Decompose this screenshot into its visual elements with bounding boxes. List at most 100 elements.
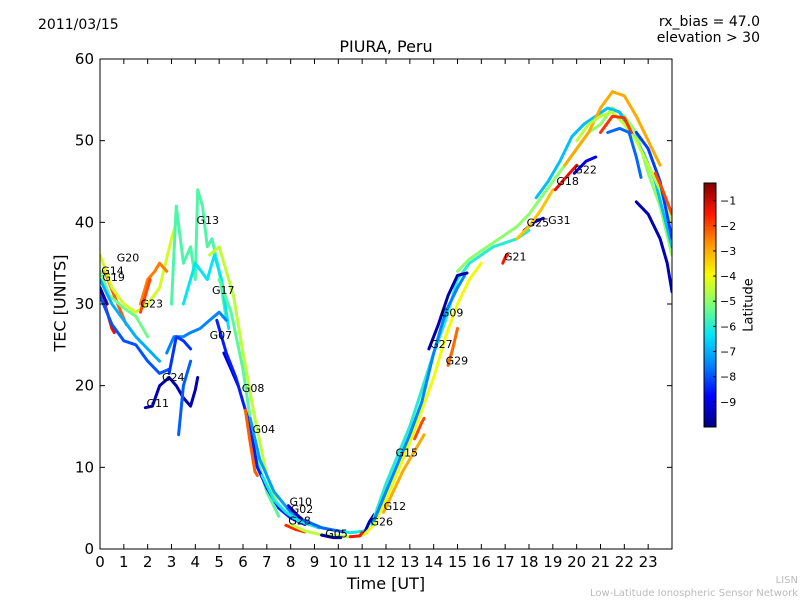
satellite-label: G27: [430, 338, 453, 351]
x-tick-label: 16: [472, 553, 491, 571]
colorbar-tick-label: −3: [720, 245, 736, 258]
y-tick-label: 40: [75, 213, 94, 231]
tec-track: [515, 188, 555, 241]
tec-track: [100, 278, 162, 363]
x-axis: 0 1 2 3 4 5 6 7 8 9 10 11 12 13 14 15 16 17 18 19 20 21 22 23: [95, 59, 658, 571]
colorbar-tick-label: −1: [720, 195, 736, 208]
satellite-label: G13: [197, 214, 220, 227]
tec-track: [372, 273, 467, 522]
satellite-label: G15: [396, 447, 419, 460]
x-tick-label: 23: [639, 553, 658, 571]
data-series-layer: [100, 90, 672, 540]
x-tick-label: 5: [214, 553, 224, 571]
satellite-label: G10: [290, 496, 313, 509]
colorbar-tick-label: −7: [720, 346, 736, 359]
plot-frame: [99, 58, 673, 550]
satellite-label: G02: [291, 503, 314, 516]
tec-track: [139, 261, 169, 306]
x-tick-label: 11: [353, 553, 372, 571]
x-axis-label: Time [UT]: [346, 574, 426, 593]
x-tick-label: 21: [591, 553, 610, 571]
tec-track: [100, 269, 150, 339]
x-tick-label: 15: [448, 553, 467, 571]
satellite-label: G22: [574, 163, 597, 176]
y-tick-label: 30: [75, 295, 94, 313]
colorbar-tick-label: −8: [720, 371, 736, 384]
y-axis: 0 10 20 30 40 50 60: [75, 50, 672, 558]
tec-track: [553, 163, 579, 192]
tec-track: [382, 433, 426, 514]
satellite-label: G09: [441, 306, 464, 319]
satellite-label: G18: [556, 175, 579, 188]
satellite-label: G05: [325, 528, 348, 541]
colorbar-tick-label: −9: [720, 396, 736, 409]
y-tick-label: 20: [75, 377, 94, 395]
x-tick-label: 8: [286, 553, 296, 571]
x-tick-label: 3: [167, 553, 177, 571]
x-tick-label: 13: [400, 553, 419, 571]
tec-track: [634, 200, 672, 294]
tec-track: [563, 90, 662, 167]
x-tick-label: 18: [519, 553, 538, 571]
tec-track: [348, 531, 364, 539]
satellite-label: G23: [141, 297, 164, 310]
satellite-label: G24: [162, 371, 185, 384]
tec-track: [606, 126, 643, 179]
y-tick-label: 60: [75, 50, 94, 68]
satellite-label: G07: [210, 329, 233, 342]
y-tick-label: 50: [75, 132, 94, 150]
satellite-label: G26: [371, 515, 394, 528]
x-tick-label: 12: [376, 553, 395, 571]
rx-bias-label: rx_bias = 47.0: [658, 14, 760, 30]
x-tick-label: 17: [496, 553, 515, 571]
elevation-label: elevation > 30: [656, 30, 760, 46]
tec-track: [456, 106, 672, 273]
satellite-label: G08: [242, 382, 265, 395]
x-tick-label: 2: [143, 553, 153, 571]
y-tick-label: 0: [84, 540, 94, 558]
x-tick-label: 9: [310, 553, 320, 571]
tec-track: [363, 261, 483, 536]
colorbar-label: Latitude: [741, 278, 757, 332]
x-tick-label: 1: [119, 553, 129, 571]
satellite-label: G17: [212, 284, 235, 297]
colorbar-tick-label: −2: [720, 220, 736, 233]
tec-track: [100, 294, 171, 375]
tec-track: [217, 278, 281, 518]
tec-track: [427, 271, 469, 351]
x-tick-label: 4: [191, 553, 201, 571]
tec-track: [363, 513, 376, 535]
satellite-label: G28: [288, 515, 311, 528]
tec-track: [653, 171, 672, 216]
footer-org-long: Low-Latitude Ionospheric Sensor Network: [590, 588, 798, 599]
tec-track: [100, 286, 109, 306]
date-label: 2011/03/15: [38, 17, 119, 33]
tec-track: [208, 245, 281, 510]
satellite-label: G29: [446, 354, 469, 367]
tec-track: [413, 416, 426, 441]
x-tick-label: 0: [95, 553, 105, 571]
tec-track: [572, 155, 598, 175]
tec-track: [599, 114, 633, 134]
x-tick-label: 6: [238, 553, 248, 571]
tec-track: [575, 110, 672, 224]
satellite-labels-layer: G14G19G20G23G24G11G13G17G07G08G04G10G02G…: [101, 163, 597, 540]
tec-track: [177, 359, 193, 437]
tec-track: [260, 474, 366, 535]
tec-track: [446, 327, 459, 367]
colorbar-tick-label: −6: [720, 320, 736, 333]
x-tick-label: 20: [567, 553, 586, 571]
y-tick-label: 10: [75, 458, 94, 476]
colorbar-tick-label: −5: [720, 295, 736, 308]
tec-track: [634, 131, 672, 241]
x-tick-label: 7: [262, 553, 272, 571]
x-tick-label: 19: [543, 553, 562, 571]
colorbar-tick-label: −4: [720, 270, 736, 283]
tec-track: [143, 376, 200, 410]
tec-track: [170, 188, 228, 322]
x-tick-label: 22: [615, 553, 634, 571]
satellite-label: G04: [253, 423, 276, 436]
satellite-label: G11: [147, 397, 170, 410]
tec-track: [167, 335, 193, 375]
satellite-label: G20: [117, 252, 140, 265]
